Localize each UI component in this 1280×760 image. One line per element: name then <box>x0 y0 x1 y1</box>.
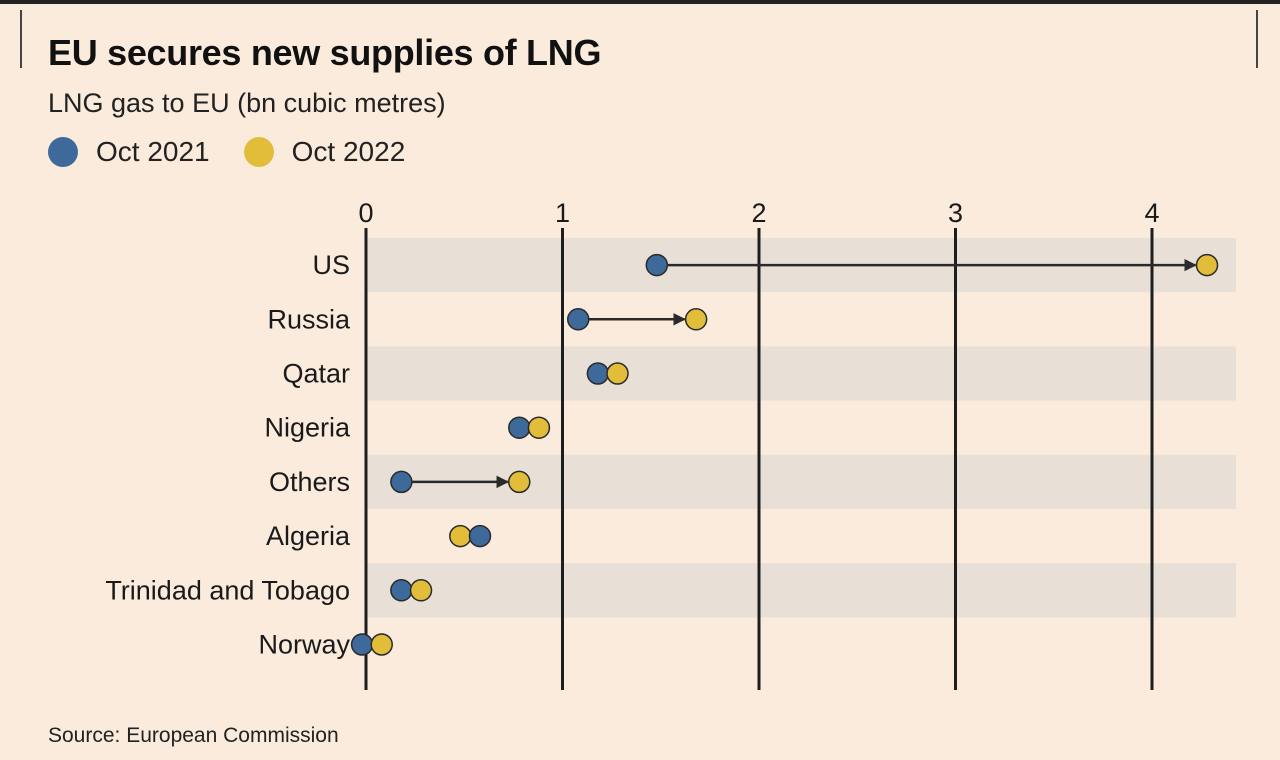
category-label-trinidad-and-tobago: Trinidad and Tobago <box>105 575 350 605</box>
legend: Oct 2021 Oct 2022 <box>48 136 439 168</box>
x-tick-label-2: 2 <box>751 198 766 228</box>
frame-corner-right <box>1256 10 1258 68</box>
x-tick-label-1: 1 <box>555 198 570 228</box>
row-band-trinidad-and-tobago <box>366 563 1236 618</box>
dot-oct-2021-russia <box>566 308 590 331</box>
category-label-us: US <box>312 250 350 280</box>
dot-oct-2021-others <box>390 470 413 494</box>
dot-oct-2022-norway <box>370 633 393 656</box>
dot-oct-2022-algeria <box>449 524 472 548</box>
legend-dot-oct-2022 <box>243 137 274 167</box>
dot-oct-2021-norway <box>350 633 374 656</box>
dot-oct-2022-qatar <box>606 362 629 385</box>
x-tick-label-0: 0 <box>358 198 373 228</box>
category-label-norway: Norway <box>258 630 350 660</box>
frame-corner-left <box>20 10 22 68</box>
dot-oct-2022-trinidad-and-tobago <box>409 579 433 602</box>
category-label-qatar: Qatar <box>282 359 350 389</box>
source-note: Source: European Commission <box>48 724 339 747</box>
x-tick-label-4: 4 <box>1144 198 1159 228</box>
dot-oct-2021-qatar <box>586 362 610 385</box>
dot-oct-2021-trinidad-and-tobago <box>390 579 413 602</box>
dot-oct-2022-russia <box>684 308 708 331</box>
dot-oct-2022-others <box>508 470 531 494</box>
legend-label-oct-2021: Oct 2021 <box>96 136 210 167</box>
chart-subtitle: LNG gas to EU (bn cubic metres) <box>48 88 446 118</box>
category-label-algeria: Algeria <box>266 521 351 551</box>
dot-oct-2021-nigeria <box>508 416 531 439</box>
dot-oct-2022-nigeria <box>527 416 551 439</box>
legend-dot-oct-2021 <box>48 137 78 167</box>
legend-label-oct-2022: Oct 2022 <box>291 136 406 167</box>
top-rule <box>0 0 1280 4</box>
category-label-russia: Russia <box>267 304 351 334</box>
legend-item-oct-2021: Oct 2021 <box>48 136 210 168</box>
dot-oct-2022-us <box>1195 253 1219 277</box>
dot-oct-2021-algeria <box>468 524 492 548</box>
chart-title: EU secures new supplies of LNG <box>48 32 602 73</box>
category-label-others: Others <box>269 467 350 497</box>
legend-item-oct-2022: Oct 2022 <box>243 136 406 168</box>
x-tick-label-3: 3 <box>948 198 963 228</box>
category-label-nigeria: Nigeria <box>264 413 351 443</box>
dot-oct-2021-us <box>645 253 669 277</box>
row-band-qatar <box>366 346 1236 401</box>
